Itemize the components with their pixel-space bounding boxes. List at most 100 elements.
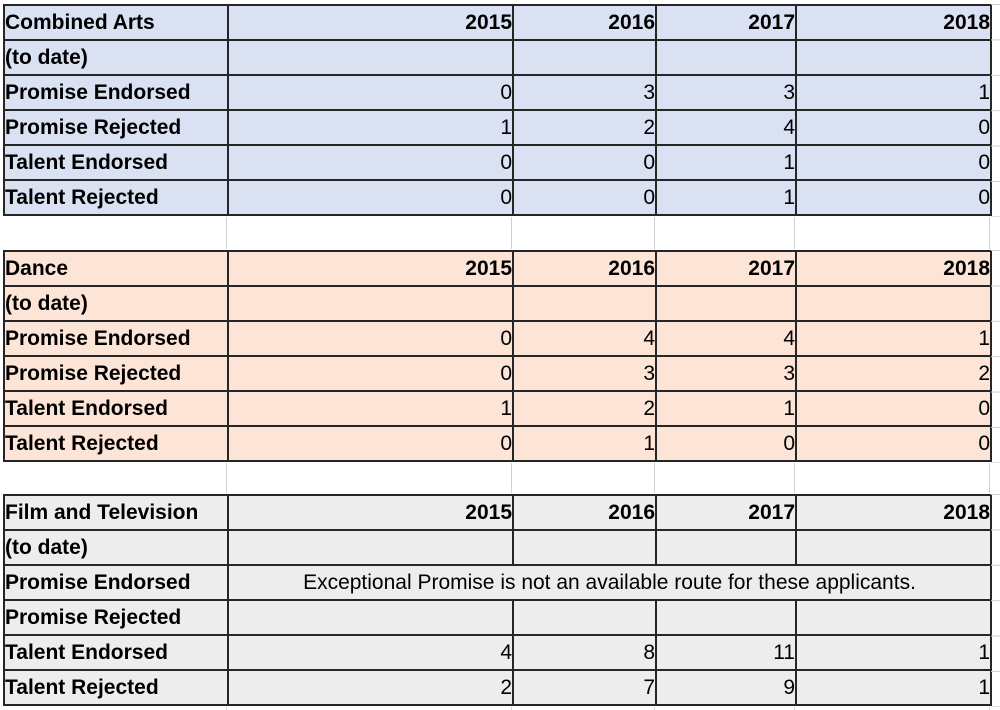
- table-subtitle-cell[interactable]: (to date): [3, 285, 229, 322]
- row-label-cell[interactable]: Promise Rejected: [3, 109, 229, 146]
- year-header-cell[interactable]: 2018: [795, 494, 992, 531]
- value-cell[interactable]: 7: [512, 669, 657, 706]
- value-cell[interactable]: 0: [227, 179, 514, 216]
- value-cell[interactable]: 0: [795, 109, 992, 146]
- empty-cell[interactable]: [655, 285, 797, 322]
- empty-cell[interactable]: [227, 285, 514, 322]
- table-subtitle-cell[interactable]: (to date): [3, 39, 229, 76]
- subtitle-row: (to date): [3, 285, 992, 322]
- empty-cell[interactable]: [227, 529, 514, 566]
- value-cell[interactable]: 9: [655, 669, 797, 706]
- row-label-cell[interactable]: Talent Rejected: [3, 179, 229, 216]
- year-header-cell[interactable]: 2018: [795, 250, 992, 287]
- value-cell[interactable]: 1: [795, 634, 992, 671]
- value-cell[interactable]: 1: [227, 109, 514, 146]
- value-cell[interactable]: 2: [227, 669, 514, 706]
- year-header-cell[interactable]: 2017: [655, 250, 797, 287]
- value-cell[interactable]: 3: [512, 355, 657, 392]
- table-row: Promise Rejected: [3, 599, 992, 636]
- value-cell[interactable]: 0: [795, 144, 992, 181]
- subtitle-row: (to date): [3, 529, 992, 566]
- row-label-cell[interactable]: Promise Endorsed: [3, 564, 229, 601]
- value-cell[interactable]: 0: [795, 425, 992, 462]
- value-cell[interactable]: 2: [795, 355, 992, 392]
- value-cell[interactable]: 0: [227, 320, 514, 357]
- row-label-cell[interactable]: Promise Rejected: [3, 599, 229, 636]
- table-subtitle-cell[interactable]: (to date): [3, 529, 229, 566]
- value-cell[interactable]: 1: [655, 390, 797, 427]
- table-title-cell[interactable]: Film and Television: [3, 494, 229, 531]
- value-cell[interactable]: 0: [227, 425, 514, 462]
- row-label-cell[interactable]: Promise Endorsed: [3, 74, 229, 111]
- value-cell[interactable]: 1: [795, 669, 992, 706]
- year-header-cell[interactable]: 2015: [227, 250, 514, 287]
- empty-cell[interactable]: [512, 599, 657, 636]
- value-cell[interactable]: 4: [655, 109, 797, 146]
- gridline-vertical: [989, 707, 990, 710]
- gridline-vertical: [654, 463, 655, 493]
- row-label-cell[interactable]: Talent Rejected: [3, 425, 229, 462]
- year-header-cell[interactable]: 2018: [795, 4, 992, 41]
- row-label-cell[interactable]: Talent Rejected: [3, 669, 229, 706]
- table-title-cell[interactable]: Combined Arts: [3, 4, 229, 41]
- empty-cell[interactable]: [227, 599, 514, 636]
- year-header-cell[interactable]: 2017: [655, 494, 797, 531]
- merged-note-cell[interactable]: Exceptional Promise is not an available …: [227, 564, 992, 601]
- value-cell[interactable]: 4: [655, 320, 797, 357]
- gridline-vertical: [511, 217, 512, 249]
- row-label-cell[interactable]: Promise Endorsed: [3, 320, 229, 357]
- year-header-cell[interactable]: 2016: [512, 250, 657, 287]
- empty-cell[interactable]: [512, 529, 657, 566]
- gridline-vertical: [989, 217, 990, 249]
- film-tv-table: Film and Television 2015 2016 2017 2018 …: [3, 494, 992, 706]
- value-cell[interactable]: 4: [227, 634, 514, 671]
- gridline-vertical: [226, 217, 227, 249]
- empty-cell[interactable]: [795, 599, 992, 636]
- value-cell[interactable]: 0: [512, 144, 657, 181]
- combined-arts-table: Combined Arts 2015 2016 2017 2018 (to da…: [3, 4, 992, 216]
- value-cell[interactable]: 0: [227, 355, 514, 392]
- value-cell[interactable]: 1: [655, 144, 797, 181]
- row-label-cell[interactable]: Talent Endorsed: [3, 390, 229, 427]
- empty-cell[interactable]: [655, 39, 797, 76]
- row-label-cell[interactable]: Promise Rejected: [3, 355, 229, 392]
- value-cell[interactable]: 11: [655, 634, 797, 671]
- value-cell[interactable]: 0: [227, 144, 514, 181]
- value-cell[interactable]: 3: [655, 74, 797, 111]
- value-cell[interactable]: 1: [512, 425, 657, 462]
- empty-cell[interactable]: [655, 599, 797, 636]
- table-row: Talent Endorsed 0 0 1 0: [3, 144, 992, 181]
- value-cell[interactable]: 1: [795, 74, 992, 111]
- value-cell[interactable]: 8: [512, 634, 657, 671]
- value-cell[interactable]: 3: [512, 74, 657, 111]
- empty-cell[interactable]: [795, 39, 992, 76]
- row-label-cell[interactable]: Talent Endorsed: [3, 144, 229, 181]
- year-header-cell[interactable]: 2015: [227, 494, 514, 531]
- year-header-cell[interactable]: 2015: [227, 4, 514, 41]
- gridline-vertical: [654, 707, 655, 710]
- value-cell[interactable]: 3: [655, 355, 797, 392]
- empty-cell[interactable]: [512, 39, 657, 76]
- value-cell[interactable]: 2: [512, 109, 657, 146]
- value-cell[interactable]: 4: [512, 320, 657, 357]
- year-header-cell[interactable]: 2016: [512, 4, 657, 41]
- year-header-cell[interactable]: 2016: [512, 494, 657, 531]
- value-cell[interactable]: 0: [512, 179, 657, 216]
- value-cell[interactable]: 0: [227, 74, 514, 111]
- value-cell[interactable]: 0: [655, 425, 797, 462]
- value-cell[interactable]: 1: [655, 179, 797, 216]
- row-label-cell[interactable]: Talent Endorsed: [3, 634, 229, 671]
- empty-cell[interactable]: [795, 285, 992, 322]
- year-header-cell[interactable]: 2017: [655, 4, 797, 41]
- empty-cell[interactable]: [655, 529, 797, 566]
- value-cell[interactable]: 0: [795, 179, 992, 216]
- value-cell[interactable]: 1: [227, 390, 514, 427]
- table-row: Talent Endorsed 4 8 11 1: [3, 634, 992, 671]
- value-cell[interactable]: 2: [512, 390, 657, 427]
- value-cell[interactable]: 1: [795, 320, 992, 357]
- value-cell[interactable]: 0: [795, 390, 992, 427]
- empty-cell[interactable]: [795, 529, 992, 566]
- table-title-cell[interactable]: Dance: [3, 250, 229, 287]
- empty-cell[interactable]: [512, 285, 657, 322]
- empty-cell[interactable]: [227, 39, 514, 76]
